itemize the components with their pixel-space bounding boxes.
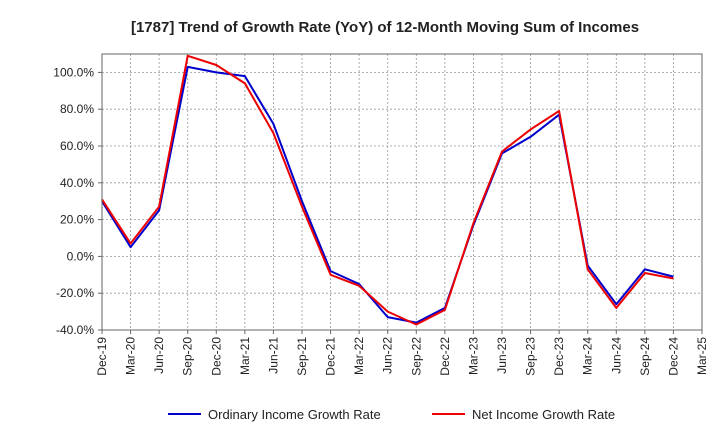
x-tick-label: Mar-25 — [695, 337, 709, 375]
x-tick-label: Sep-23 — [524, 337, 538, 376]
y-tick-label: -40.0% — [56, 323, 94, 337]
x-tick-label: Mar-21 — [238, 337, 252, 375]
x-tick-label: Dec-21 — [324, 337, 338, 376]
x-tick-label: Dec-22 — [438, 337, 452, 376]
legend-label-0: Ordinary Income Growth Rate — [208, 407, 381, 422]
x-tick-label: Dec-24 — [666, 337, 680, 376]
x-tick-label: Jun-21 — [266, 337, 280, 374]
x-tick-label: Jun-23 — [495, 337, 509, 374]
x-tick-label: Sep-22 — [409, 337, 423, 376]
x-tick-label: Mar-22 — [352, 337, 366, 375]
x-tick-label: Dec-20 — [209, 337, 223, 376]
y-tick-label: 100.0% — [53, 65, 94, 79]
x-tick-label: Mar-20 — [124, 337, 138, 375]
y-tick-label: 80.0% — [60, 102, 94, 116]
x-tick-label: Jun-22 — [381, 337, 395, 374]
x-tick-label: Dec-19 — [95, 337, 109, 376]
x-tick-label: Jun-24 — [609, 337, 623, 374]
y-tick-label: 20.0% — [60, 213, 94, 227]
legend-label-1: Net Income Growth Rate — [472, 407, 615, 422]
y-tick-label: 60.0% — [60, 139, 94, 153]
legend: Ordinary Income Growth Rate Net Income Gr… — [168, 407, 615, 422]
x-tick-label: Sep-24 — [638, 337, 652, 376]
x-tick-label: Mar-24 — [581, 337, 595, 375]
series-line-1 — [101, 54, 674, 326]
x-tick-label: Dec-23 — [552, 337, 566, 376]
y-tick-label: 40.0% — [60, 176, 94, 190]
chart-title: [1787] Trend of Growth Rate (YoY) of 12-… — [131, 19, 639, 36]
y-axis: -40.0% -20.0% 0.0% 20.0% 40.0% 60.0% 80.0% 100.… — [53, 65, 102, 337]
x-tick-label: Sep-20 — [181, 337, 195, 376]
grid — [101, 54, 703, 331]
plot-frame — [101, 53, 703, 331]
x-tick-label: Sep-21 — [295, 337, 309, 376]
x-axis: Dec-19 Mar-20 Jun-20 Sep-20 Dec-20 Mar-21 Jun-… — [95, 330, 709, 376]
x-tick-label: Jun-20 — [152, 337, 166, 374]
y-tick-label: 0.0% — [67, 249, 95, 263]
y-tick-label: -20.0% — [56, 286, 94, 300]
series-layer — [101, 54, 674, 326]
x-tick-label: Mar-23 — [466, 337, 480, 375]
